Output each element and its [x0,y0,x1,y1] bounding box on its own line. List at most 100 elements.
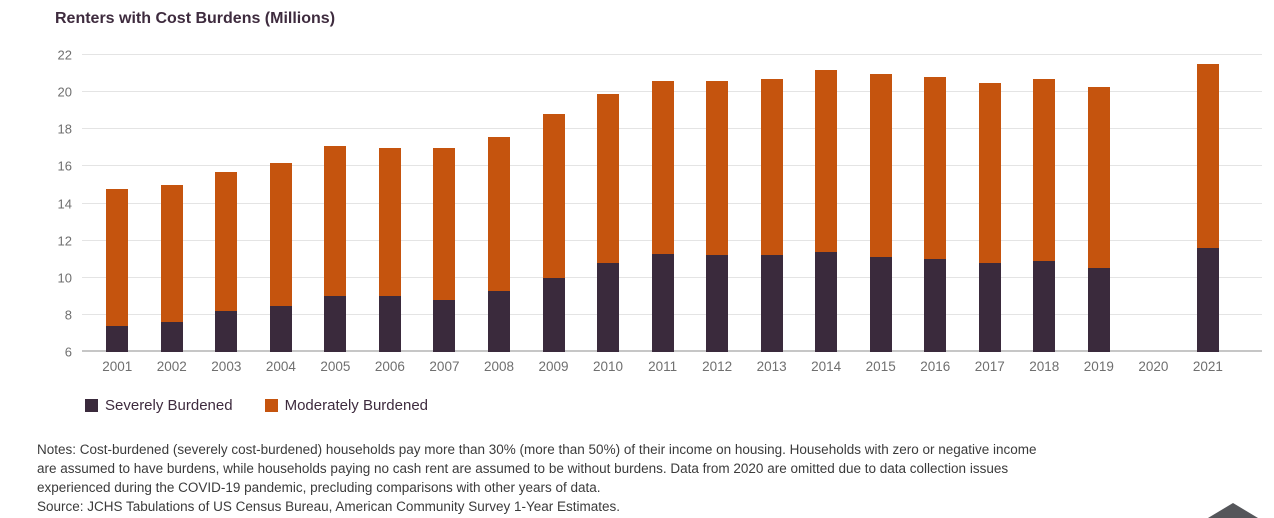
x-axis-tick-label: 2012 [702,359,733,374]
bar-segment-moderately-burdened [924,77,947,260]
bar-segment-severely-burdened [1087,268,1110,352]
bar-column-2014 [799,55,854,352]
bar-segment-moderately-burdened [1196,64,1219,249]
bar-segment-severely-burdened [160,322,183,352]
gridline [82,54,1262,55]
stacked-bar-2009 [542,55,565,352]
bar-segment-moderately-burdened [597,94,620,263]
x-axis-tick-label: 2017 [974,359,1005,374]
bar-segment-moderately-burdened [215,171,238,312]
stacked-bar-2021 [1196,55,1219,352]
stacked-bar-2012 [706,55,729,352]
stacked-bar-2017 [978,55,1001,352]
source-line: Source: JCHS Tabulations of US Census Bu… [37,499,621,514]
bar-column-2004 [254,55,309,352]
stacked-bar-2003 [215,55,238,352]
bar-column-2012 [690,55,745,352]
x-axis-tick-label: 2002 [156,359,187,374]
x-axis-tick-label: 2019 [1083,359,1114,374]
bar-segment-moderately-burdened [1087,86,1110,269]
stacked-bar-2014 [815,55,838,352]
x-axis-tick-label: 2004 [265,359,296,374]
bar-column-2011 [635,55,690,352]
y-axis-tick-label: 16 [57,158,72,174]
bar-segment-severely-burdened [815,251,838,352]
y-axis-tick-label: 10 [57,270,72,286]
notes-line: are assumed to have burdens, while house… [37,461,1009,476]
bar-column-2010 [581,55,636,352]
bar-segment-severely-burdened [1033,261,1056,352]
stacked-bar-2013 [760,55,783,352]
x-axis-tick-label: 2003 [211,359,242,374]
bar-column-2017 [963,55,1018,352]
bar-column-2007 [417,55,472,352]
y-axis-tick-label: 12 [57,233,72,249]
bar-column-2015 [853,55,908,352]
bar-segment-severely-burdened [487,290,510,352]
x-axis-tick-label: 2014 [811,359,842,374]
x-axis: 2001 2002 2003 2004 2005 2006 2007 2008 2009 2010… [90,359,1235,374]
bar-segment-moderately-burdened [106,188,129,327]
notes-block: Notes: Cost-burdened (severely cost-burd… [37,440,1037,516]
bar-segment-moderately-burdened [269,162,292,306]
chart-title: Renters with Cost Burdens (Millions) [55,10,336,27]
x-axis-tick-label: 2006 [374,359,405,374]
bar-segment-moderately-burdened [760,79,783,256]
x-axis-tick-label: 2018 [1029,359,1060,374]
legend: Severely Burdened Moderately Burdened [85,397,428,414]
bar-column-2003 [199,55,254,352]
bar-column-2021 [1181,55,1236,352]
bar-column-2009 [526,55,581,352]
stacked-bar-2011 [651,55,674,352]
bar-segment-severely-burdened [651,253,674,352]
stacked-bar-2016 [924,55,947,352]
x-axis-tick-label: 2010 [593,359,624,374]
bar-column-2020 [1126,55,1181,352]
bar-segment-moderately-burdened [978,82,1001,263]
bar-segment-moderately-burdened [160,184,183,323]
y-axis-tick-label: 6 [64,344,72,360]
x-axis-tick-label: 2020 [1138,359,1169,374]
bar-segment-moderately-burdened [1033,79,1056,262]
y-axis-tick-label: 14 [57,196,72,211]
bar-segment-moderately-burdened [487,136,510,291]
x-axis-tick-label: 2007 [429,359,460,374]
bar-segment-moderately-burdened [706,81,729,256]
y-axis: 6 8 10 12 14 16 18 20 22 [38,49,72,359]
x-axis-tick-label: 2011 [648,359,678,374]
bar-segment-severely-burdened [924,259,947,352]
bar-column-2019 [1072,55,1127,352]
bar-segment-severely-burdened [378,296,401,352]
legend-item-severely-burdened: Severely Burdened [85,397,233,414]
bar-column-2001 [90,55,145,352]
bar-segment-moderately-burdened [433,147,456,301]
stacked-bar-2002 [160,55,183,352]
x-axis-tick-label: 2005 [320,359,351,374]
stacked-bar-2019 [1087,55,1110,352]
notes-line: experienced during the COVID-19 pandemic… [37,480,601,495]
stacked-bar-2007 [433,55,456,352]
bar-column-2002 [145,55,200,352]
bar-segment-moderately-burdened [378,147,401,297]
y-axis-tick-label: 20 [57,84,72,100]
bar-segment-severely-burdened [542,277,565,352]
stacked-bar-2015 [869,55,892,352]
bar-segment-severely-burdened [597,262,620,352]
stacked-bar-2006 [378,55,401,352]
bar-column-2008 [472,55,527,352]
bar-column-2013 [744,55,799,352]
bar-column-2016 [908,55,963,352]
bar-segment-severely-burdened [269,305,292,352]
bar-segment-severely-burdened [706,255,729,352]
bar-segment-moderately-burdened [651,81,674,254]
x-axis-tick-label: 2008 [483,359,514,374]
bar-segment-severely-burdened [324,296,347,352]
legend-label: Severely Burdened [105,397,233,414]
bar-segment-moderately-burdened [542,114,565,278]
severely-burdened-swatch-icon [85,399,98,412]
moderately-burdened-swatch-icon [264,399,278,412]
x-axis-tick-label: 2016 [920,359,951,374]
stacked-bar-2004 [269,55,292,352]
x-axis-tick-label: 2015 [865,359,896,374]
